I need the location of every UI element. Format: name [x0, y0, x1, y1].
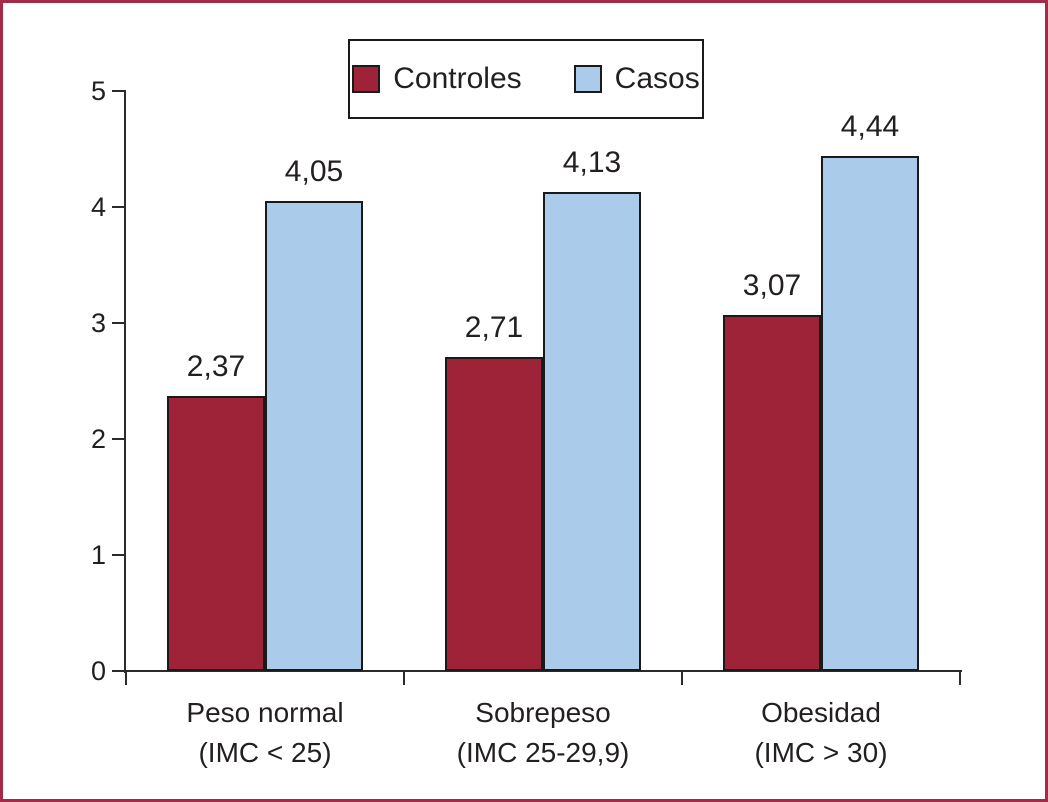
y-tick-label: 2	[90, 424, 106, 454]
y-axis-line	[124, 91, 126, 673]
legend-item-casos: Casos	[573, 62, 700, 95]
x-category-label: Sobrepeso (IMC 25-29,9)	[456, 697, 630, 768]
y-tick-mark	[112, 90, 126, 92]
x-tick-mark	[959, 671, 961, 685]
y-tick-mark	[112, 206, 126, 208]
y-tick-label: 4	[90, 192, 106, 222]
x-tick-mark	[403, 671, 405, 685]
bar-value-label: 4,05	[284, 155, 344, 189]
bar-casos-1	[265, 201, 363, 671]
y-tick-mark	[112, 554, 126, 556]
bar-casos-2	[543, 191, 641, 671]
y-tick-label: 3	[90, 308, 106, 338]
bar-value-label: 2,71	[464, 310, 524, 344]
legend-label: Casos	[614, 62, 700, 95]
x-category-label: Obesidad (IMC > 30)	[754, 697, 888, 768]
legend-label: Controles	[393, 62, 522, 95]
bar-value-label: 4,44	[840, 109, 900, 143]
y-tick-mark	[112, 438, 126, 440]
plot-area: 0 1 2 3 4 5 2,37 4,05 Peso normal (IMC < 25) 2,71…	[3, 3, 1045, 799]
x-tick-mark	[125, 671, 127, 685]
legend-item-controles: Controles	[352, 62, 522, 95]
bar-casos-3	[821, 155, 919, 671]
y-tick-mark	[112, 322, 126, 324]
bar-value-label: 3,07	[742, 268, 802, 302]
x-category-label: Peso normal (IMC < 25)	[186, 697, 344, 768]
y-tick-label: 0	[90, 656, 106, 686]
bar-value-label: 4,13	[562, 145, 622, 179]
y-tick-mark	[112, 670, 126, 672]
bar-controles-3	[723, 314, 821, 671]
bar-controles-2	[445, 356, 543, 671]
legend-swatch-controles	[352, 65, 381, 93]
y-tick-label: 5	[90, 76, 106, 106]
x-tick-mark	[681, 671, 683, 685]
bar-controles-1	[167, 396, 265, 671]
bar-value-label: 2,37	[186, 350, 246, 384]
x-axis-line	[124, 670, 962, 672]
legend-swatch-casos	[573, 65, 602, 93]
y-tick-label: 1	[90, 540, 106, 570]
chart-legend: Controles Casos	[348, 39, 704, 119]
